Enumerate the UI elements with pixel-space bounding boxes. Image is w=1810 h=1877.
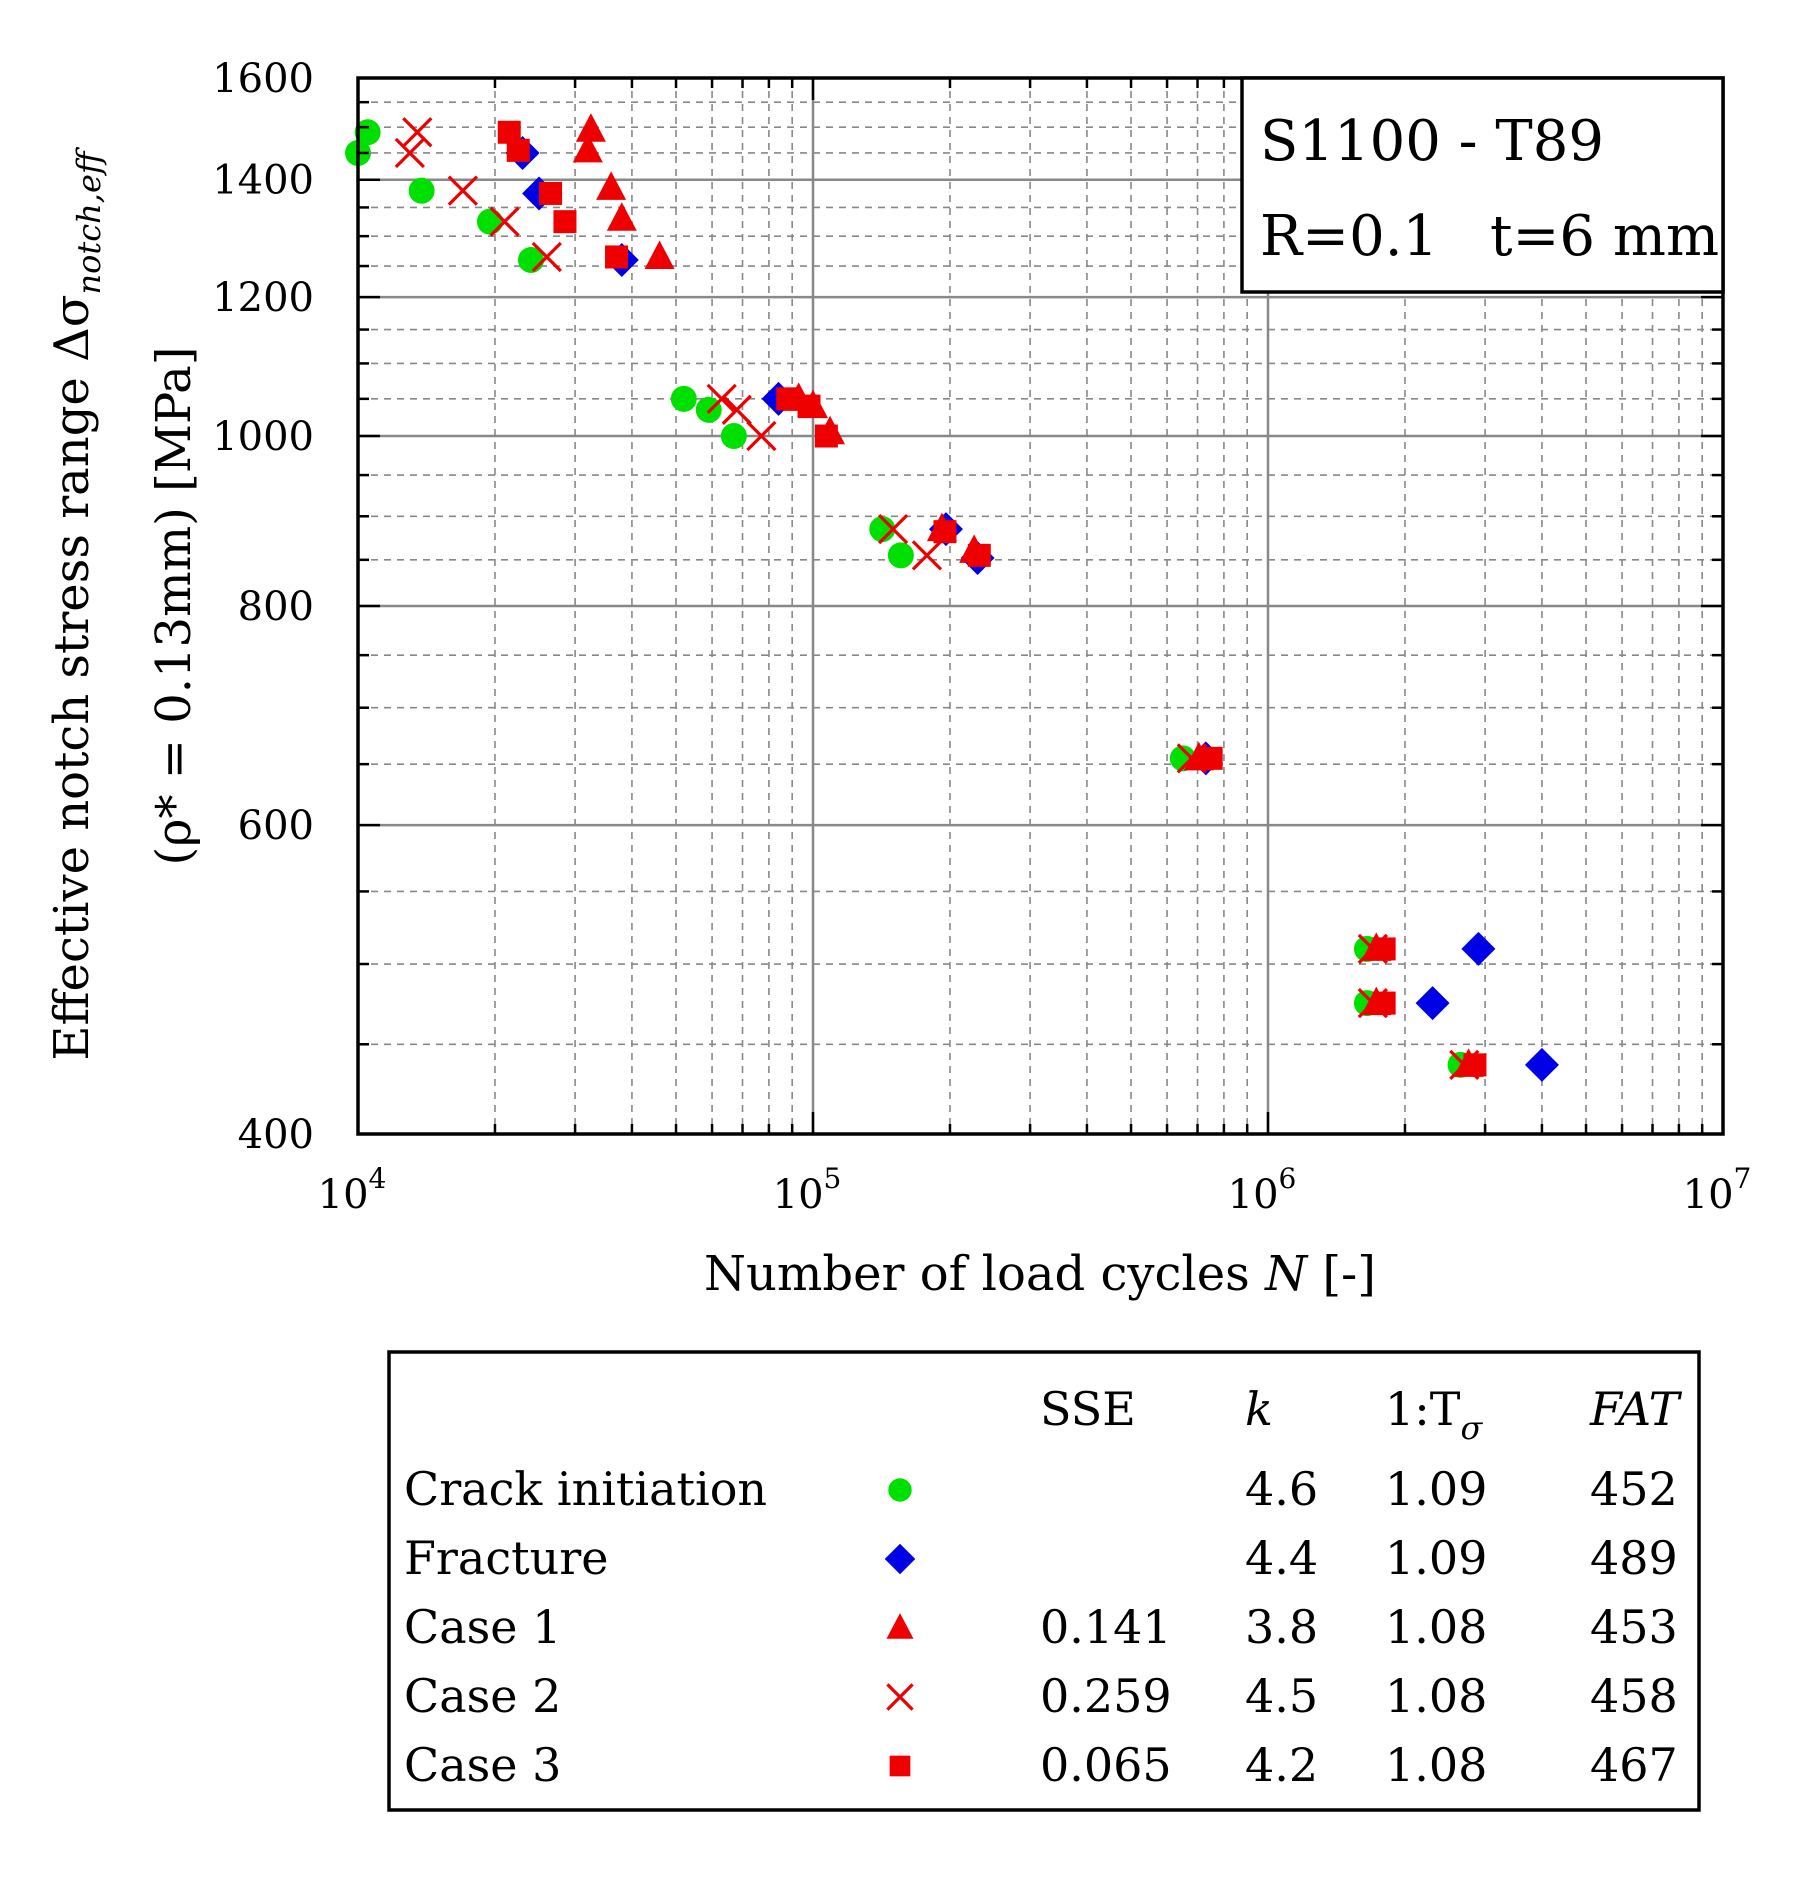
case-1-point <box>596 171 627 200</box>
legend-t: 1.08 <box>1385 1669 1487 1723</box>
y-tick-label: 1400 <box>212 158 314 204</box>
y-tick-label: 800 <box>238 584 314 630</box>
fracture-point <box>1461 931 1496 966</box>
x-tick-label: 105 <box>773 1162 842 1218</box>
case-1-point <box>572 133 603 163</box>
crack-initiation-point <box>354 119 381 146</box>
crack-initiation-point <box>476 208 503 235</box>
legend-k: 4.2 <box>1245 1738 1318 1792</box>
legend-marker-circle <box>888 1478 912 1502</box>
info-ratio: R=0.1 <box>1260 204 1438 269</box>
case-3-point <box>539 181 563 205</box>
case-2-point <box>402 117 433 148</box>
x-tick-label: 107 <box>1683 1162 1752 1218</box>
legend-label: Case 1 <box>404 1600 561 1654</box>
legend-fat: 489 <box>1590 1531 1678 1585</box>
case-2-point <box>706 383 737 414</box>
case-3-point <box>506 138 530 162</box>
case-2-point <box>394 137 425 169</box>
case-1-point <box>606 202 637 231</box>
case-3-point <box>1372 991 1396 1015</box>
case-2-point <box>911 540 943 571</box>
case-2-point <box>877 513 909 545</box>
case-3-point <box>797 394 821 418</box>
case-3-point <box>814 424 838 448</box>
legend-marker-diamond <box>884 1543 916 1575</box>
case-2-point <box>721 394 752 425</box>
case-1-point <box>575 113 606 142</box>
case-2-point <box>447 175 478 206</box>
y-tick-label: 1600 <box>212 56 314 102</box>
legend-k: 4.4 <box>1245 1531 1318 1585</box>
legend-t: 1.08 <box>1385 1738 1487 1792</box>
legend-header-sse: SSE <box>1040 1382 1136 1436</box>
case-3-point <box>933 520 957 544</box>
case-1-point <box>644 240 675 269</box>
crack-initiation-point <box>408 177 435 204</box>
crack-initiation-point <box>670 385 697 412</box>
legend-fat: 467 <box>1590 1738 1678 1792</box>
legend-header-k: k <box>1245 1382 1273 1436</box>
legend-label: Crack initiation <box>404 1462 767 1516</box>
legend-k: 4.6 <box>1245 1462 1318 1516</box>
legend-t: 1.09 <box>1385 1462 1487 1516</box>
legend-k: 3.8 <box>1245 1600 1318 1654</box>
y-tick-label: 600 <box>238 803 314 849</box>
fracture-point <box>1415 986 1450 1021</box>
legend-fat: 458 <box>1590 1669 1678 1723</box>
case-2-point <box>489 206 520 237</box>
legend-label: Case 3 <box>404 1738 561 1792</box>
info-material: S1100 - T89 <box>1260 109 1604 174</box>
info-thickness: t=6 mm <box>1490 204 1719 269</box>
legend-t: 1.09 <box>1385 1531 1487 1585</box>
legend-sse: 0.141 <box>1040 1600 1172 1654</box>
svg-text:(ρ* = 0.13mm) [MPa]: (ρ* = 0.13mm) [MPa] <box>146 347 202 866</box>
legend-fat: 453 <box>1590 1600 1678 1654</box>
x-tick-label: 104 <box>318 1162 387 1218</box>
x-tick-label: 106 <box>1228 1162 1297 1218</box>
case-2-point <box>531 241 562 273</box>
y-axis-label-line2: (ρ* = 0.13mm) [MPa] <box>146 347 202 866</box>
fracture-point <box>1524 1047 1559 1082</box>
crack-initiation-point <box>887 542 914 569</box>
legend-rows: Crack initiation 4.6 1.09 452 Fracture 4.4 1.0… <box>404 1462 1678 1792</box>
legend-sse: 0.065 <box>1040 1738 1172 1792</box>
x-axis-label: Number of load cycles N [-] <box>704 1246 1376 1302</box>
legend-label: Case 2 <box>404 1669 561 1723</box>
legend-k: 4.5 <box>1245 1669 1318 1723</box>
case-3-point <box>553 210 577 234</box>
legend-t: 1.08 <box>1385 1600 1487 1654</box>
case-3-point <box>1199 746 1223 770</box>
legend-label: Fracture <box>404 1531 608 1585</box>
case-3-point <box>776 387 800 411</box>
case-3-point <box>967 543 991 567</box>
legend-header-fat: FAT <box>1589 1382 1683 1436</box>
info-box: S1100 - T89 R=0.1 t=6 mm <box>1240 76 1725 294</box>
svg-text:Effective notch stress range Δ: Effective notch stress range Δσnotch,eff <box>44 146 108 1060</box>
legend-marker-x <box>886 1683 914 1711</box>
case-2-point <box>746 420 777 452</box>
y-axis-label: Effective notch stress range Δσnotch,eff <box>44 146 108 1060</box>
y-tick-label: 400 <box>238 1112 314 1158</box>
legend-fat: 452 <box>1590 1462 1678 1516</box>
y-tick-label: 1200 <box>212 275 314 321</box>
legend-table: SSE k 1:Tσ FAT Crack initiation 4.6 1.09 45… <box>387 1350 1701 1812</box>
legend-marker-square <box>889 1755 911 1777</box>
legend-header-t: 1:Tσ <box>1385 1382 1483 1447</box>
case-3-point <box>497 120 521 144</box>
crack-initiation-point <box>720 423 747 450</box>
y-tick-label: 1000 <box>212 414 314 460</box>
data-points <box>345 113 1559 1082</box>
legend-marker-triangle <box>886 1613 914 1639</box>
case-3-point <box>1372 937 1396 961</box>
legend-sse: 0.259 <box>1040 1669 1172 1723</box>
case-3-point <box>605 245 629 269</box>
case-3-point <box>1463 1053 1487 1077</box>
